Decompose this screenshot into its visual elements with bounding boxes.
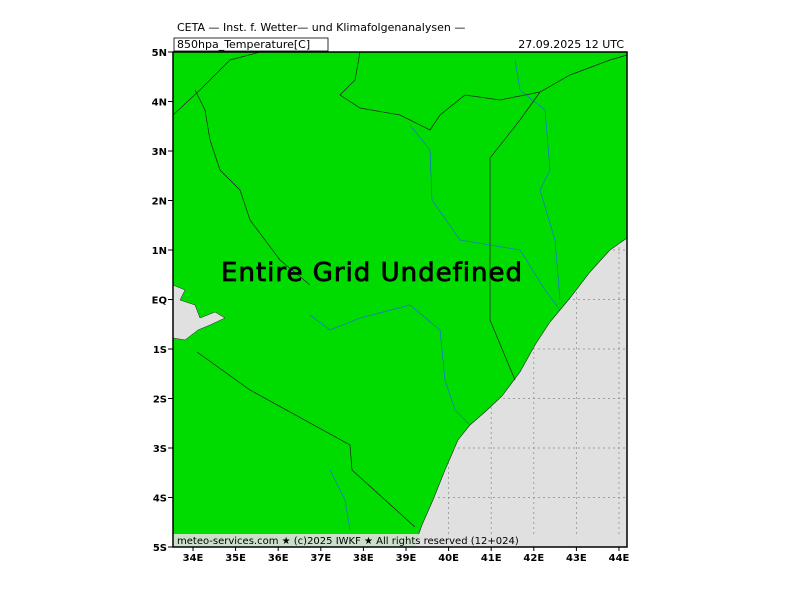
lon-label: 38E xyxy=(353,553,374,564)
borders xyxy=(172,51,628,528)
lat-label: 4S xyxy=(153,494,167,505)
lat-label: 1S xyxy=(153,345,167,356)
lat-label: 4N xyxy=(152,98,167,109)
lon-label: 41E xyxy=(481,553,502,564)
lon-label: 42E xyxy=(523,553,544,564)
field-box xyxy=(173,37,329,52)
field-name: 850hpa_Temperature[C] xyxy=(177,38,310,51)
lon-label: 35E xyxy=(225,553,246,564)
footer-strip xyxy=(173,534,627,547)
map: Entire Grid Undefined meteo-services.com… xyxy=(172,51,628,548)
lat-label: 5N xyxy=(152,48,167,59)
message: Entire Grid Undefined xyxy=(221,258,523,288)
lat-label: EQ xyxy=(152,296,167,307)
lat-label: 1N xyxy=(152,246,167,257)
lon-label: 37E xyxy=(310,553,331,564)
lat-label: 5S xyxy=(153,543,167,554)
lon-label: 34E xyxy=(183,553,204,564)
title: CETA — Inst. f. Wetter— und Klimafolgena… xyxy=(177,21,465,34)
lat-label: 3N xyxy=(152,147,167,158)
lon-label: 39E xyxy=(396,553,417,564)
footer: meteo-services.com ★ (c)2025 IWKF ★ All … xyxy=(177,536,519,547)
lon-label: 36E xyxy=(268,553,289,564)
lake xyxy=(172,284,226,341)
ocean xyxy=(413,237,628,548)
lat-label: 2S xyxy=(153,395,167,406)
lat-label: 3S xyxy=(153,444,167,455)
valid-time: 27.09.2025 12 UTC xyxy=(518,38,624,51)
rivers xyxy=(309,59,561,531)
lon-label: 43E xyxy=(566,553,587,564)
lat-label: 2N xyxy=(152,197,167,208)
lon-label: 40E xyxy=(438,553,459,564)
lon-label: 44E xyxy=(609,553,630,564)
